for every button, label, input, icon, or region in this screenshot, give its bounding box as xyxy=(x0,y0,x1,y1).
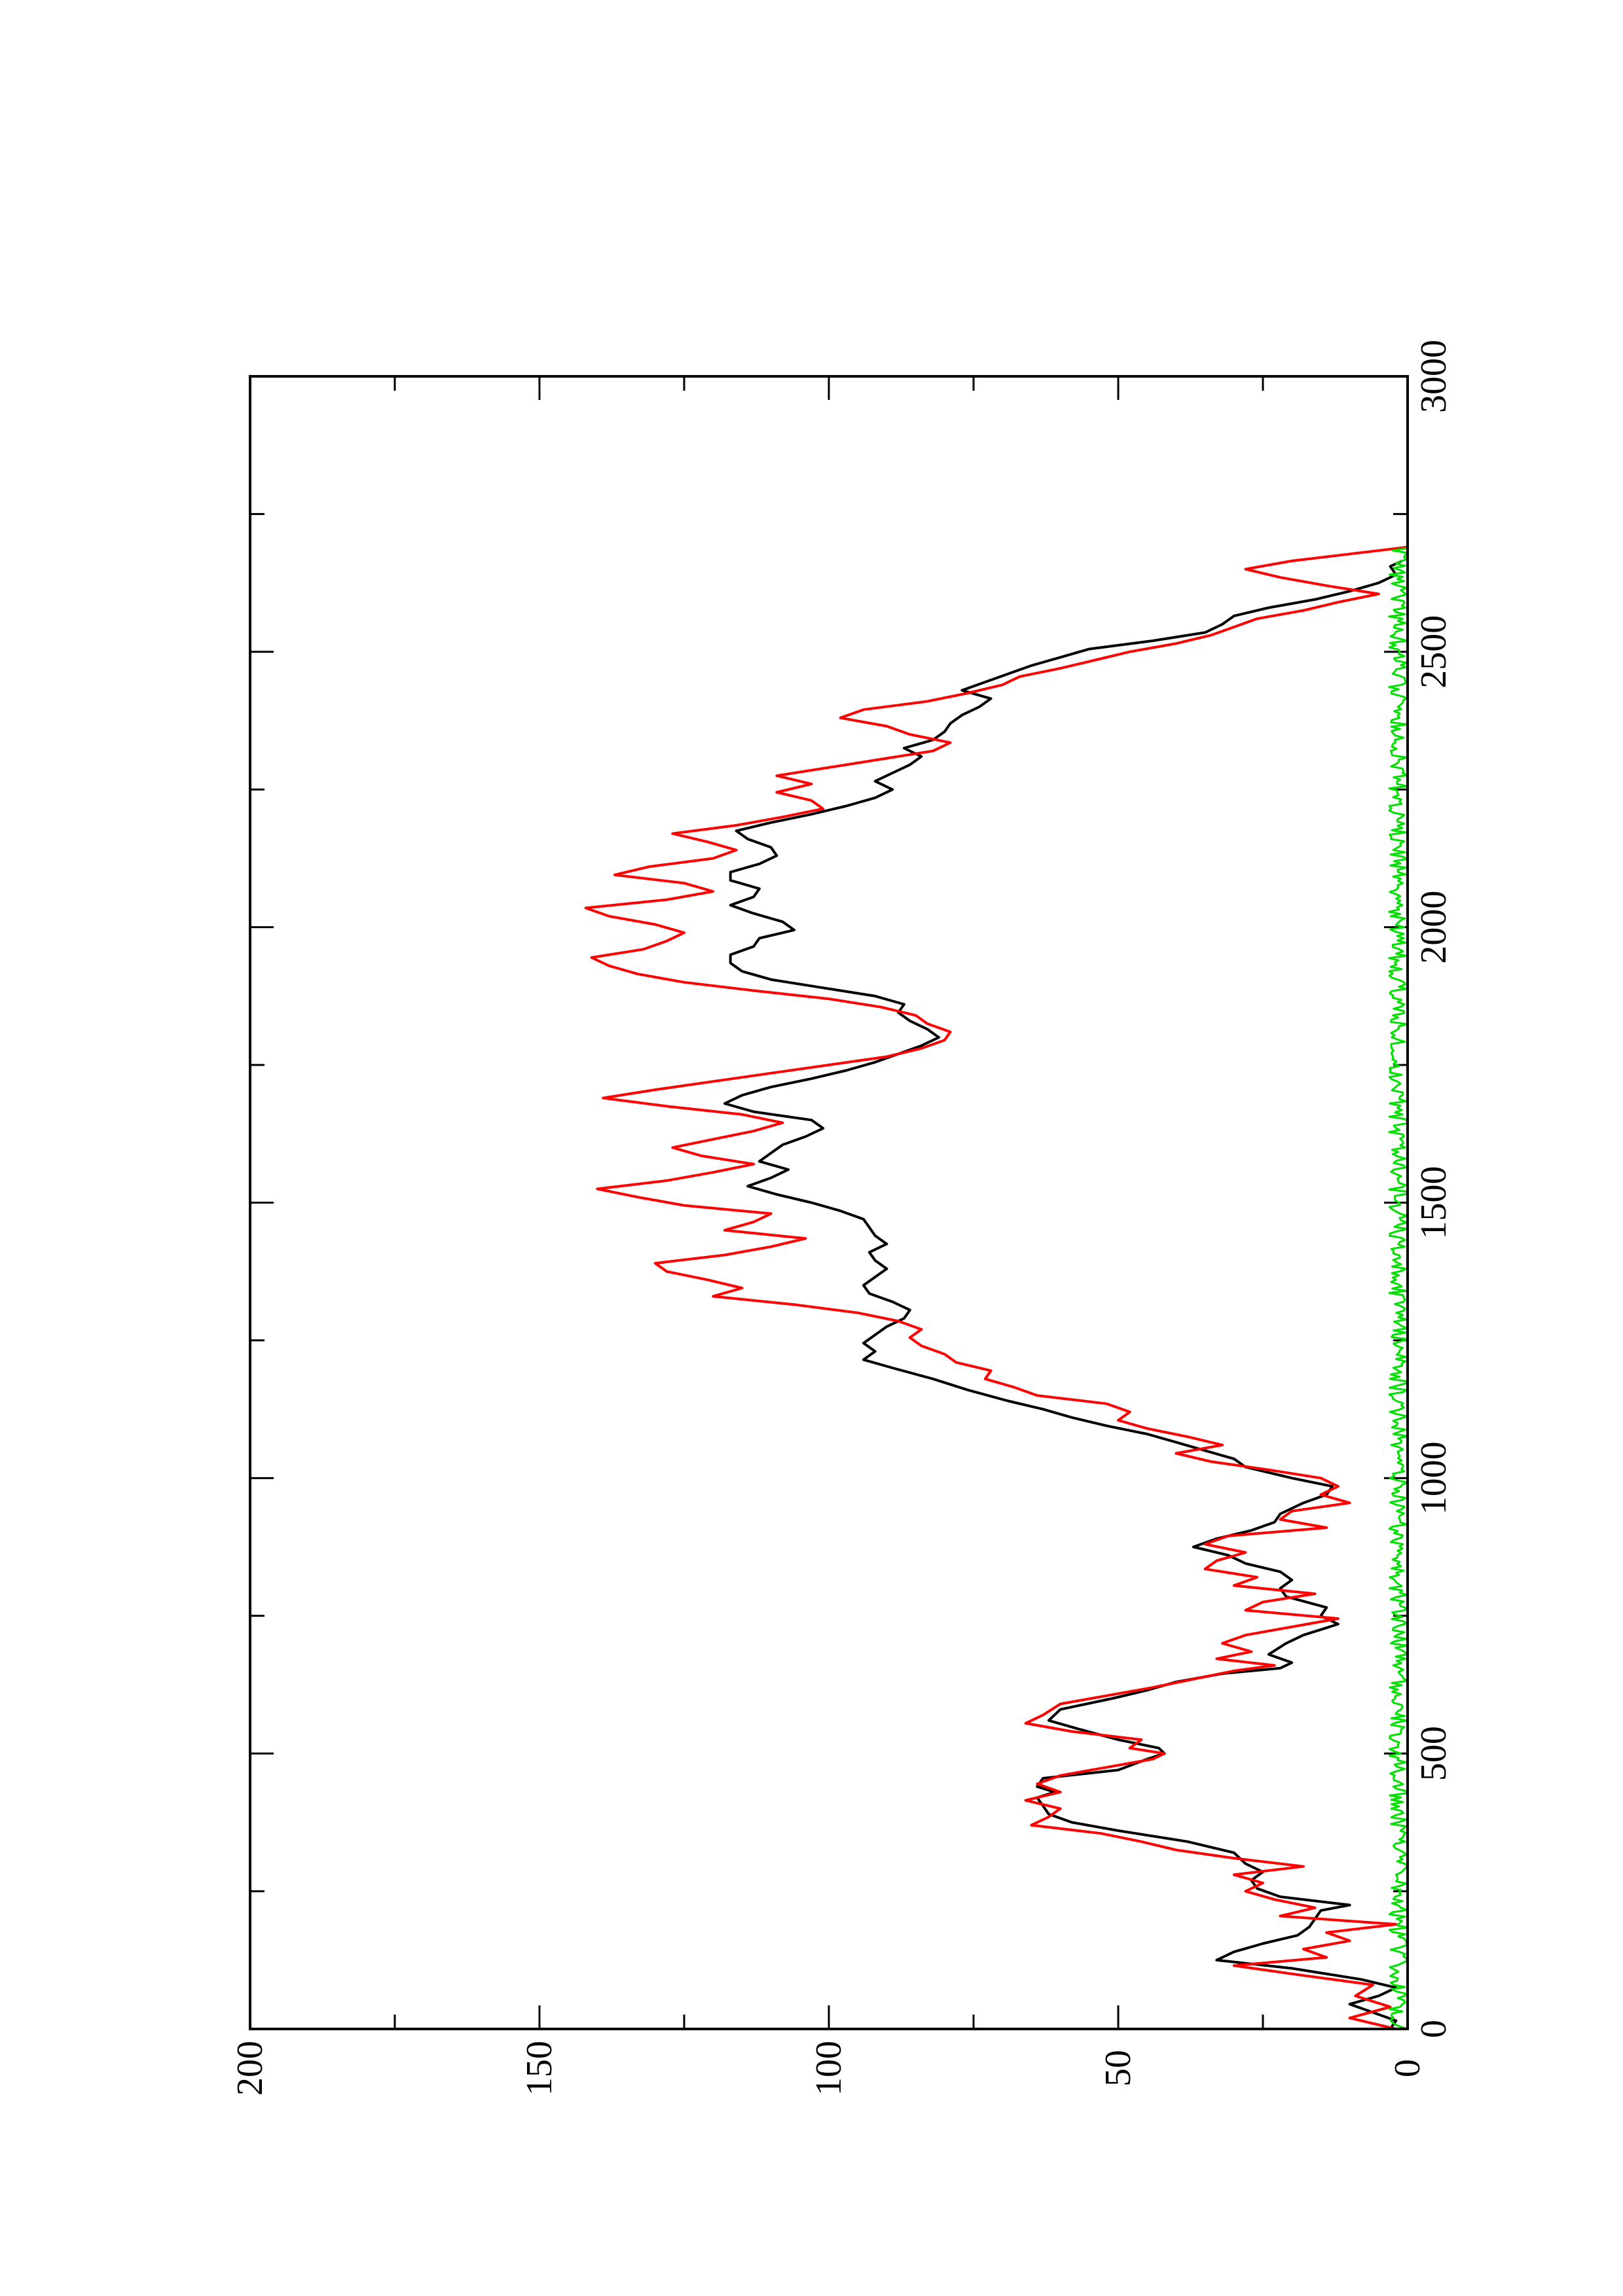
y-tick-label: 50 xyxy=(1098,2050,1139,2087)
x-tick-label: 2000 xyxy=(1413,891,1454,964)
series-line-2 xyxy=(1388,547,1409,2030)
x-tick-label: 1500 xyxy=(1413,1166,1454,1240)
axis-ticks xyxy=(249,375,1409,2030)
y-tick-label: 200 xyxy=(230,2041,270,2096)
x-tick-label: 2500 xyxy=(1413,615,1454,689)
series-line-0 xyxy=(723,560,1403,2030)
series-line-1 xyxy=(584,545,1408,2030)
plot-frame xyxy=(249,375,1409,2030)
y-tick-label: 0 xyxy=(1387,2059,1428,2077)
data-series xyxy=(584,545,1409,2030)
x-tick-label: 1000 xyxy=(1413,1441,1454,1515)
x-tick-label: 3000 xyxy=(1413,340,1454,413)
y-tick-label: 100 xyxy=(809,2041,849,2096)
tick-labels: 0 500 1000 1500 2000 2500 3000 0 50 100 150 200 xyxy=(230,340,1454,2096)
y-tick-label: 150 xyxy=(519,2041,560,2096)
x-tick-label: 0 xyxy=(1413,2020,1454,2038)
x-tick-label: 500 xyxy=(1413,1726,1454,1781)
